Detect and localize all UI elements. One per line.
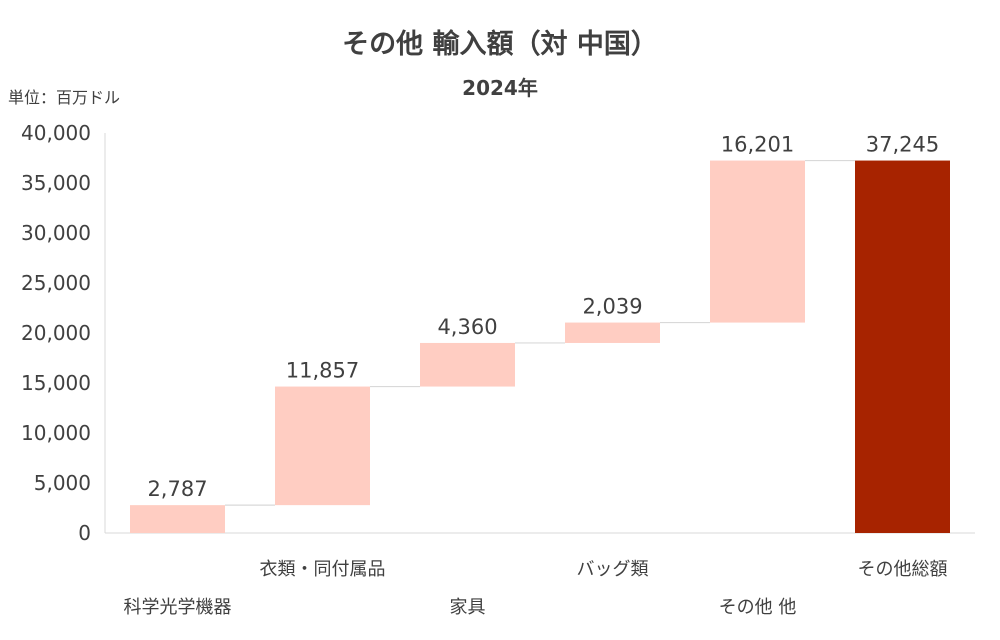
bar [420,342,515,387]
data-label: 2,039 [582,295,642,319]
data-label: 16,201 [721,133,794,157]
x-category-label: 衣類・同付属品 [260,559,386,580]
x-category-label: その他総額 [858,559,948,580]
y-tick-label: 35,000 [21,171,91,195]
x-category-label: その他 他 [719,597,797,618]
x-category-label: 科学光学機器 [124,597,232,618]
bar [710,160,805,323]
data-label: 2,787 [147,477,207,501]
chart-subtitle: 2024年 [462,76,538,100]
y-tick-label: 15,000 [21,371,91,395]
x-category-label: 家具 [450,597,486,618]
bar [275,386,370,506]
chart-title: その他 輸入額（対 中国） [342,29,658,60]
y-tick-label: 10,000 [21,421,91,445]
data-label: 11,857 [286,359,359,383]
bar [855,160,950,534]
y-tick-label: 40,000 [21,121,91,145]
y-tick-label: 30,000 [21,221,91,245]
y-tick-label: 0 [78,521,91,545]
y-tick-label: 20,000 [21,321,91,345]
bar [565,322,660,343]
unit-label: 単位：百万ドル [8,88,121,107]
data-label: 4,360 [437,315,497,339]
data-label: 37,245 [866,133,939,157]
y-tick-label: 5,000 [34,471,91,495]
y-tick-label: 25,000 [21,271,91,295]
x-category-label: バッグ類 [577,559,649,580]
bar [130,505,225,533]
